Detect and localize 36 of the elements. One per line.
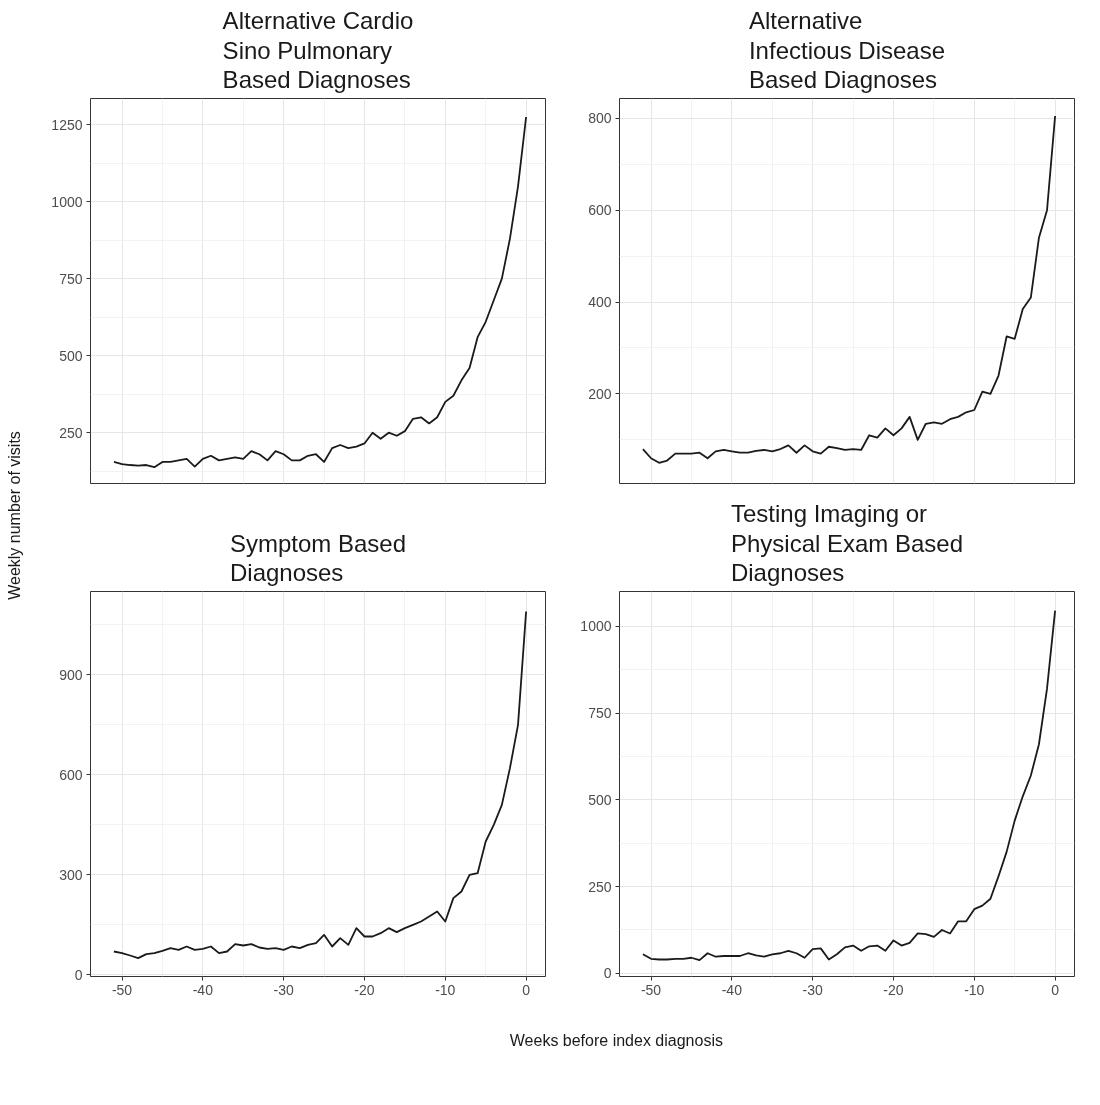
y-tick-label: 200 <box>588 385 612 402</box>
y-tick-label: 500 <box>59 347 83 364</box>
x-tick-label: -40 <box>721 981 743 998</box>
y-tick-label: 600 <box>59 766 83 783</box>
x-tick-label: -50 <box>111 981 133 998</box>
x-tick-label: -10 <box>435 981 456 998</box>
chart-title: Alternative Cardio Sino Pulmonary Based Diagnoses <box>222 7 414 94</box>
chart-title: Alternative Infectious Disease Based Diagnoses <box>748 7 946 94</box>
y-tick-label: 250 <box>588 878 612 895</box>
y-tick-label: 0 <box>603 965 612 982</box>
x-tick-label: 0 <box>1051 981 1060 998</box>
y-tick-label: 250 <box>59 424 83 441</box>
y-tick-label: 1000 <box>51 193 83 210</box>
y-axis-title: Weekly number of visits <box>6 431 23 600</box>
y-tick-label: 300 <box>59 866 83 883</box>
x-tick-label: -50 <box>640 981 662 998</box>
x-tick-label: -20 <box>354 981 375 998</box>
x-tick-label: -30 <box>802 981 823 998</box>
y-tick-label: 750 <box>588 705 612 722</box>
x-tick-label: -30 <box>273 981 294 998</box>
y-tick-label: 400 <box>588 294 612 311</box>
x-tick-label: -10 <box>964 981 985 998</box>
x-tick-label: -40 <box>192 981 214 998</box>
y-tick-label: 0 <box>74 966 83 983</box>
y-tick-label: 750 <box>59 270 83 287</box>
y-tick-label: 1250 <box>51 116 83 133</box>
x-tick-label: -20 <box>883 981 904 998</box>
x-tick-label: 0 <box>522 981 531 998</box>
y-tick-label: 600 <box>588 202 612 219</box>
y-tick-label: 500 <box>588 791 612 808</box>
y-tick-label: 900 <box>59 666 83 683</box>
y-tick-label: 800 <box>588 110 612 127</box>
chart-title: Symptom Based Diagnoses <box>229 529 407 587</box>
y-tick-label: 1000 <box>580 618 612 635</box>
chart-title: Testing Imaging or Physical Exam Based Diagnoses <box>730 500 964 587</box>
x-axis-title: Weeks before index diagnosis <box>509 1032 723 1050</box>
